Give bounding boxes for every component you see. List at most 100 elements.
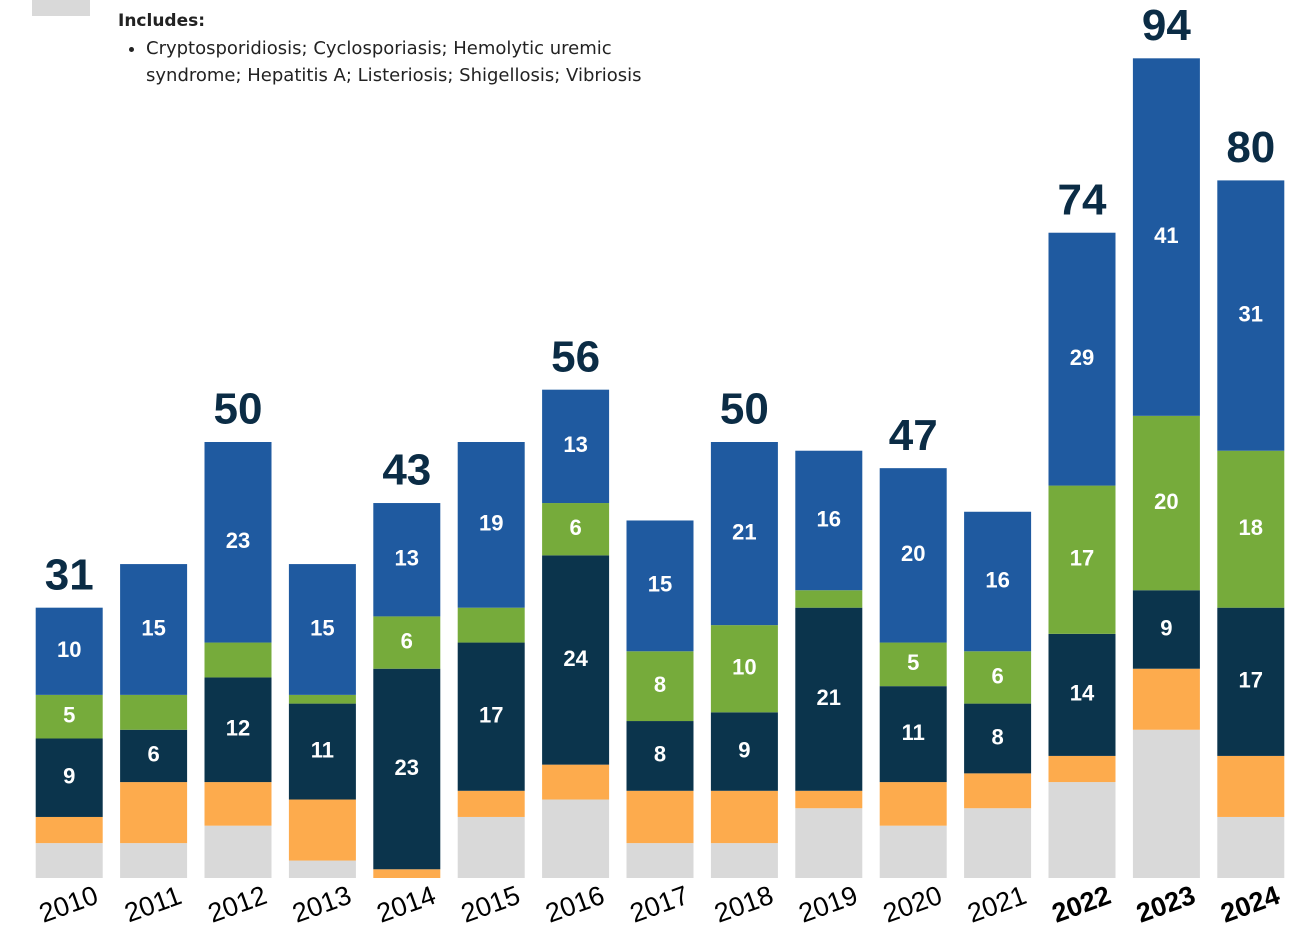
bar-segment bbox=[1048, 782, 1116, 878]
segment-label: 13 bbox=[563, 432, 587, 457]
segment-label: 16 bbox=[817, 506, 841, 531]
segment-label: 8 bbox=[991, 724, 1003, 749]
segment-label: 21 bbox=[817, 685, 841, 710]
total-label: 50 bbox=[720, 385, 769, 434]
bar-segment bbox=[373, 503, 441, 617]
bar-segment bbox=[457, 816, 525, 878]
bar-segment bbox=[204, 642, 272, 678]
segment-label: 17 bbox=[1070, 546, 1094, 571]
bar-segment bbox=[1217, 180, 1285, 451]
bar-segment bbox=[795, 790, 863, 809]
bar-segment bbox=[1132, 668, 1200, 730]
bar-segment bbox=[710, 442, 778, 626]
x-tick-label: 2015 bbox=[457, 880, 524, 929]
bar-segment bbox=[204, 442, 272, 643]
bar-segment bbox=[964, 651, 1032, 704]
legend-swatch bbox=[32, 0, 90, 16]
bar-segment bbox=[1048, 232, 1116, 486]
segment-label: 6 bbox=[401, 628, 413, 653]
bar-segment bbox=[1048, 633, 1116, 756]
segment-label: 10 bbox=[57, 637, 81, 662]
total-label: 31 bbox=[45, 550, 94, 599]
x-tick-label: 2019 bbox=[795, 880, 862, 929]
bar-segment bbox=[35, 738, 103, 817]
segment-label: 11 bbox=[311, 737, 334, 762]
legend-item: Cryptosporidiosis; Cyclosporiasis; Hemol… bbox=[146, 35, 678, 89]
bar-segment bbox=[1217, 607, 1285, 756]
bar-segment bbox=[626, 790, 694, 844]
bar-segment bbox=[795, 607, 863, 791]
segment-label: 16 bbox=[985, 567, 1009, 592]
bar-segment bbox=[35, 694, 103, 739]
bar-segment bbox=[120, 564, 188, 695]
segment-label: 20 bbox=[1154, 489, 1178, 514]
bar-segment bbox=[457, 607, 525, 643]
x-tick-label: 2023 bbox=[1132, 880, 1199, 929]
segment-label: 23 bbox=[395, 755, 419, 780]
bar-segment bbox=[542, 389, 610, 504]
total-label: 43 bbox=[382, 446, 431, 495]
segment-label: 9 bbox=[1160, 615, 1172, 640]
bar-segment bbox=[288, 860, 356, 878]
x-tick-label: 2011 bbox=[121, 880, 186, 928]
bar-segment bbox=[710, 790, 778, 844]
bar-segment bbox=[964, 808, 1032, 878]
segment-label: 11 bbox=[902, 720, 925, 745]
bar-segment bbox=[1217, 816, 1285, 878]
segment-label: 8 bbox=[654, 742, 666, 767]
bar-segment bbox=[879, 686, 947, 783]
segment-label: 9 bbox=[63, 764, 75, 789]
bar-segment bbox=[35, 816, 103, 844]
bar-segment bbox=[626, 843, 694, 878]
x-tick-label: 2010 bbox=[35, 880, 102, 929]
bar-segment bbox=[1217, 450, 1285, 608]
x-tick-label: 2020 bbox=[879, 880, 946, 929]
segment-label: 15 bbox=[141, 615, 165, 640]
bar-segment bbox=[373, 616, 441, 669]
bar-segment bbox=[1132, 58, 1200, 416]
bar-segment bbox=[626, 651, 694, 722]
bar-segment bbox=[120, 843, 188, 878]
bar-segment bbox=[204, 825, 272, 878]
bar-segment bbox=[795, 808, 863, 878]
total-label: 80 bbox=[1226, 123, 1275, 172]
segment-label: 5 bbox=[907, 650, 919, 675]
segment-label: 13 bbox=[395, 546, 419, 571]
bar-segment bbox=[1132, 729, 1200, 878]
bar-segment bbox=[795, 590, 863, 608]
bar-segment bbox=[542, 555, 610, 765]
legend-list: Cryptosporidiosis; Cyclosporiasis; Hemol… bbox=[118, 35, 678, 89]
segment-label: 14 bbox=[1070, 681, 1095, 706]
legend-heading: Includes: bbox=[118, 11, 206, 31]
bar-segment bbox=[457, 442, 525, 608]
bar-segment bbox=[35, 843, 103, 878]
bar-segment bbox=[626, 520, 694, 652]
bar-segment bbox=[204, 782, 272, 826]
bar-segment bbox=[373, 869, 441, 878]
bar-segment bbox=[626, 721, 694, 791]
bar-segment bbox=[373, 668, 441, 870]
bar-segment bbox=[288, 564, 356, 695]
bar-segment bbox=[542, 503, 610, 556]
segment-label: 24 bbox=[563, 646, 588, 671]
bar-segment bbox=[1132, 590, 1200, 669]
x-tick-label: 2016 bbox=[542, 880, 609, 929]
bar-segment bbox=[879, 825, 947, 878]
legend: Includes: Cryptosporidiosis; Cyclosporia… bbox=[118, 8, 678, 89]
segment-label: 6 bbox=[569, 515, 581, 540]
segment-label: 12 bbox=[226, 716, 250, 741]
bar-segment bbox=[1217, 755, 1285, 817]
segment-label: 41 bbox=[1154, 223, 1178, 248]
total-label: 50 bbox=[214, 385, 263, 434]
x-tick-label: 2024 bbox=[1217, 880, 1284, 929]
bar-segment bbox=[204, 677, 272, 783]
bar-segment bbox=[795, 450, 863, 591]
x-tick-label: 2021 bbox=[964, 880, 1031, 929]
segment-label: 8 bbox=[654, 672, 666, 697]
bar-segment bbox=[879, 468, 947, 643]
bar-segment bbox=[288, 703, 356, 800]
bar-segment bbox=[457, 790, 525, 817]
bar-segment bbox=[288, 694, 356, 704]
